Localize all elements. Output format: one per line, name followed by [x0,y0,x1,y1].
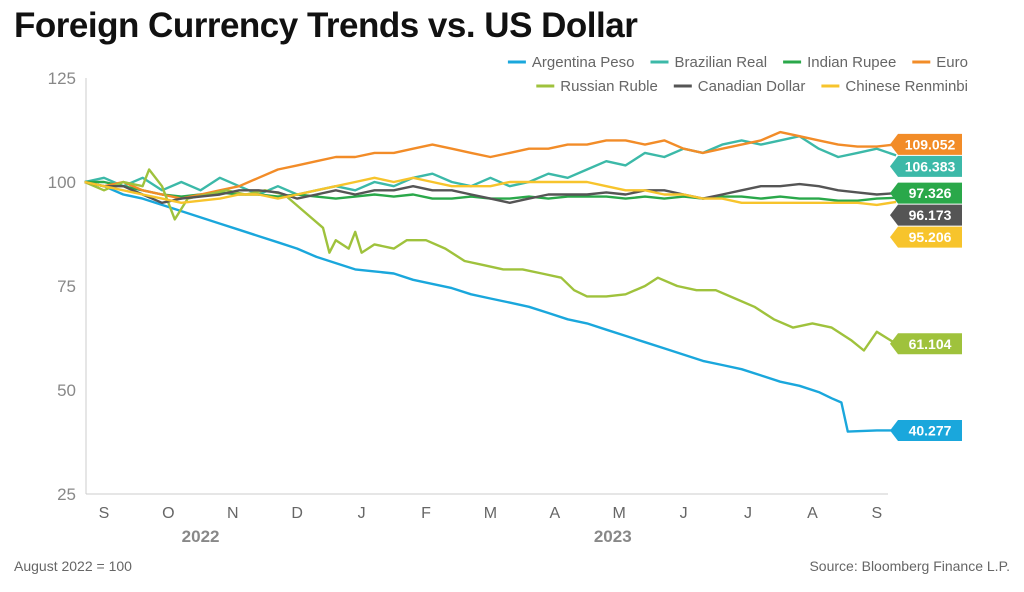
chart-legend: Argentina Peso Brazilian Real Indian Rupee… [507,54,968,95]
end-label-value: 97.326 [909,185,952,201]
legend-label: Euro [936,54,968,71]
end-label-chinese-renminbi: 95.206 [890,226,962,248]
x-tick-label: S [871,505,882,522]
x-tick-label: N [227,505,239,522]
end-label-value: 96.173 [909,207,952,223]
legend-item-canadian-dollar: Canadian Dollar [673,78,806,95]
end-label-box [890,133,962,155]
source-note: Source: Bloomberg Finance L.P. [809,558,1010,574]
end-label-euro: 109.052 [890,133,962,155]
legend-item-indian-rupee: Indian Rupee [783,54,896,71]
legend-label: Argentina Peso [532,54,635,71]
x-tick-label: O [162,505,174,522]
series-line-canadian-dollar [84,180,897,204]
legend-label: Brazilian Real [675,54,768,71]
legend-label: Indian Rupee [807,54,896,71]
end-label-brazilian-real: 106.383 [890,155,962,177]
x-tick-label: S [99,505,110,522]
x-tick-label: A [807,505,818,522]
end-label-value: 40.277 [909,422,952,438]
legend-label: Chinese Renminbi [845,78,968,95]
y-tick-label: 25 [57,485,76,504]
series-line-brazilian-real [84,135,897,196]
legend-label: Russian Ruble [560,78,658,95]
baseline-note: August 2022 = 100 [14,558,132,574]
y-tick-label: 75 [57,277,76,296]
end-label-box [890,182,962,204]
series-line-euro [84,130,897,200]
x-tick-label: M [484,505,497,522]
end-label-value: 95.206 [909,229,952,245]
y-tick-label: 125 [48,69,76,88]
end-label-value: 61.104 [909,336,952,352]
end-label-box [890,226,962,248]
x-tick-label: J [358,505,366,522]
x-tick-label: D [291,505,303,522]
x-tick-label: M [613,505,626,522]
end-label-box [890,204,962,226]
series-line-argentina-peso [84,180,897,433]
x-tick-label: A [549,505,560,522]
x-tick-label: J [744,505,752,522]
end-label-value: 109.052 [905,136,956,152]
end-value-labels: 109.052 106.383 97.326 96.173 95.206 61.104 40… [890,133,962,441]
year-label: 2022 [182,527,220,546]
legend-item-brazilian-real: Brazilian Real [650,54,768,71]
x-tick-label: J [680,505,688,522]
legend-item-russian-ruble: Russian Ruble [536,78,658,95]
end-label-value: 106.383 [905,158,956,174]
end-label-indian-rupee: 97.326 [890,182,962,204]
y-tick-label: 50 [57,381,76,400]
chart-title: Foreign Currency Trends vs. US Dollar [14,6,638,45]
chart-axes: 25 50 75 100 125 S O N D J F M A M J J A S 2022 2023 [48,69,888,546]
end-label-box [890,419,962,441]
series-lines [84,130,897,433]
x-tick-label: F [421,505,431,522]
end-label-canadian-dollar: 96.173 [890,204,962,226]
y-tick-label: 100 [48,173,76,192]
legend-label: Canadian Dollar [698,78,806,95]
end-label-box [890,333,962,355]
year-label: 2023 [594,527,632,546]
end-label-russian-ruble: 61.104 [890,333,962,355]
end-label-box [890,155,962,177]
end-label-argentina-peso: 40.277 [890,419,962,441]
legend-item-euro: Euro [912,54,968,71]
series-line-russian-ruble [84,168,897,352]
legend-item-chinese-renminbi: Chinese Renminbi [821,78,968,95]
legend-item-argentina-peso: Argentina Peso [507,54,635,71]
series-line-chinese-renminbi [84,176,897,207]
